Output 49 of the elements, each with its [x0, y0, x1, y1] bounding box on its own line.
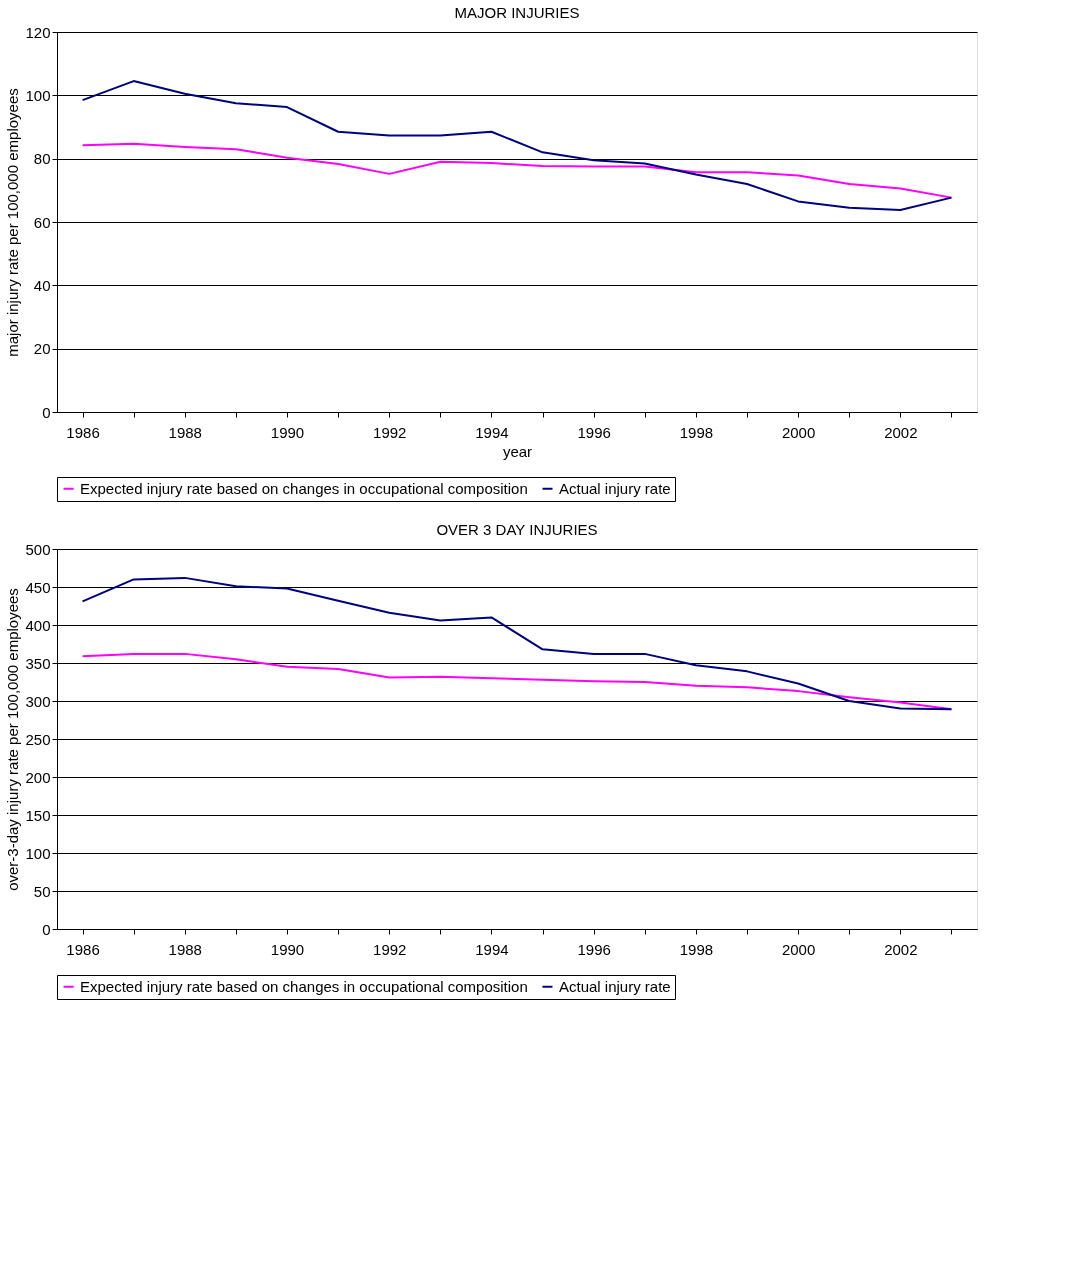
- y-axis-title: major injury rate per 100,000 employees: [4, 88, 22, 357]
- line-series: [81, 652, 953, 711]
- legend-label: Expected injury rate based on changes in occupational composition: [80, 479, 528, 497]
- line-series: [81, 80, 953, 211]
- x-axis-title: year: [502, 442, 533, 460]
- y-tick-label: 100: [25, 86, 51, 104]
- x-tick-label: 2000: [781, 423, 816, 441]
- legend-label: Expected injury rate based on changes in occupational composition: [80, 977, 528, 995]
- chart-title: MAJOR INJURIES: [454, 4, 580, 21]
- y-tick-label: 20: [33, 340, 51, 358]
- y-tick-label: 0: [42, 403, 51, 421]
- line-series: [81, 576, 953, 711]
- y-tick-label: 150: [25, 806, 51, 824]
- chart-title: OVER 3 DAY INJURIES: [436, 521, 598, 538]
- legend-label: Actual injury rate: [559, 977, 671, 995]
- x-tick-label: 1986: [66, 940, 100, 958]
- x-tick-label: 1994: [475, 423, 509, 441]
- y-tick-label: 80: [33, 150, 51, 168]
- x-tick-label: 2002: [884, 423, 918, 441]
- y-tick-label: 40: [33, 276, 51, 294]
- y-tick-label: 100: [25, 844, 51, 862]
- y-tick-label: 500: [25, 540, 51, 558]
- y-axis-title: over-3-day injury rate per 100,000 employees: [4, 588, 22, 891]
- legend-label: Actual injury rate: [559, 479, 671, 497]
- y-tick-label: 300: [25, 692, 51, 710]
- y-tick-label: 450: [25, 578, 51, 596]
- x-tick-label: 1992: [373, 423, 407, 441]
- y-tick-label: 120: [25, 23, 51, 41]
- x-tick-label: 1990: [270, 423, 305, 441]
- x-tick-label: 1994: [475, 940, 509, 958]
- x-tick-label: 1988: [168, 423, 202, 441]
- x-tick-label: 1996: [577, 940, 611, 958]
- y-tick-label: 250: [25, 730, 51, 748]
- y-tick-label: 200: [25, 768, 51, 786]
- y-tick-label: 400: [25, 616, 51, 634]
- x-tick-label: 1998: [679, 940, 714, 958]
- x-tick-label: 1990: [270, 940, 305, 958]
- x-tick-label: 1988: [168, 940, 202, 958]
- x-tick-label: 1986: [66, 423, 100, 441]
- y-tick-label: 60: [33, 213, 51, 231]
- x-tick-label: 1992: [373, 940, 407, 958]
- y-tick-label: 50: [33, 882, 51, 900]
- x-tick-label: 2000: [781, 940, 816, 958]
- y-tick-label: 0: [42, 920, 51, 938]
- x-tick-label: 2002: [884, 940, 918, 958]
- x-tick-label: 1998: [679, 423, 714, 441]
- y-tick-label: 350: [25, 654, 51, 672]
- line-series: [81, 142, 953, 199]
- x-tick-label: 1996: [577, 423, 611, 441]
